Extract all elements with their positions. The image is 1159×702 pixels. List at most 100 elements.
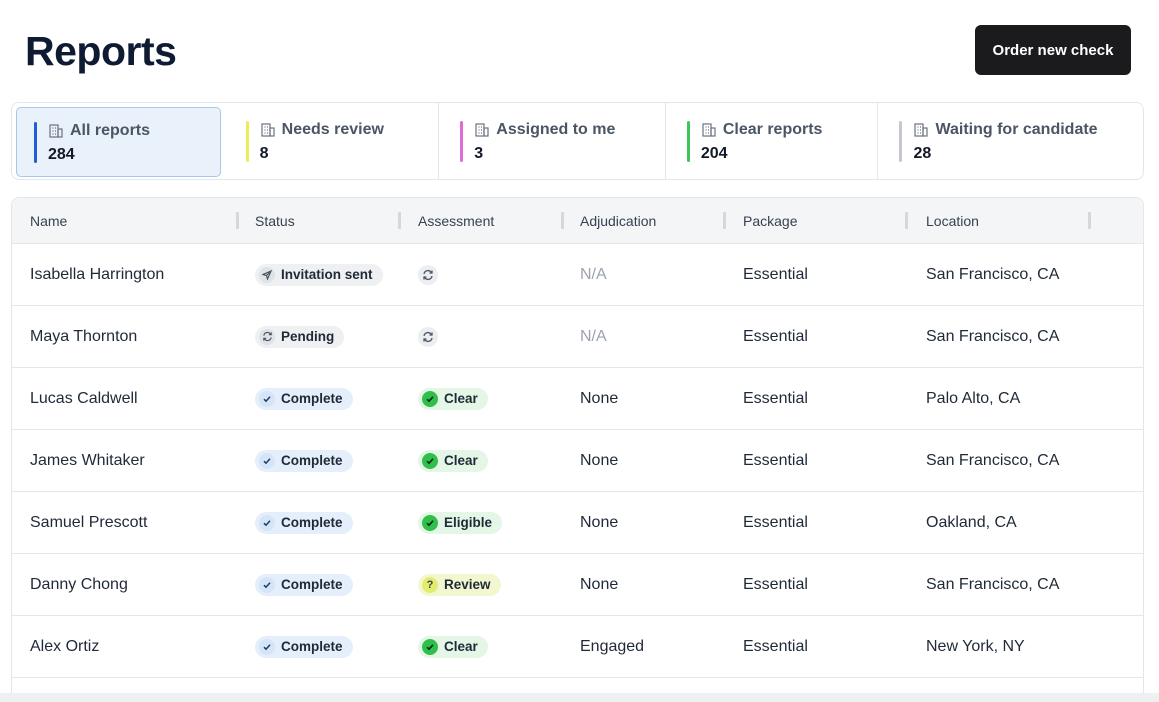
table-row[interactable]: Alex Ortiz Complete Clear Engaged Essent… — [12, 616, 1143, 678]
column-header-name[interactable]: Name — [30, 213, 68, 229]
building-icon — [475, 123, 489, 137]
status-text: Complete — [281, 453, 343, 468]
status-text: Complete — [281, 391, 343, 406]
check-icon — [259, 576, 275, 593]
cell-location: San Francisco, CA — [926, 327, 1060, 345]
cell-adjudication: N/A — [580, 327, 607, 345]
building-icon — [261, 123, 275, 137]
status-badge: Complete — [255, 573, 353, 596]
assessment-text: Review — [444, 577, 491, 592]
cell-package: Essential — [743, 327, 808, 345]
assessment-badge: Eligible — [418, 511, 503, 534]
cell-assessment — [418, 244, 438, 305]
cell-status: Complete — [255, 492, 353, 553]
column-resize-handle[interactable] — [561, 212, 564, 229]
cell-location: San Francisco, CA — [926, 575, 1060, 593]
column-header-status[interactable]: Status — [255, 213, 295, 229]
cell-status: Complete — [255, 554, 353, 615]
status-text: Pending — [281, 329, 335, 344]
assessment-badge: Clear — [418, 387, 488, 410]
cell-package: Essential — [743, 265, 808, 283]
cell-location: Palo Alto, CA — [926, 389, 1021, 407]
sync-icon — [418, 326, 438, 347]
cell-adjudication: N/A — [580, 265, 607, 283]
column-resize-handle[interactable] — [398, 212, 401, 229]
table-row[interactable]: Maya Thornton Pending N/A Essential San … — [12, 306, 1143, 368]
status-badge: Complete — [255, 511, 353, 534]
tab-label: Assigned to me — [496, 121, 616, 138]
status-text: Complete — [281, 515, 343, 530]
table-row[interactable]: Danny Chong Complete ? Review None Essen… — [12, 554, 1143, 616]
column-resize-handle[interactable] — [905, 212, 908, 229]
question-icon: ? — [422, 576, 438, 593]
column-header-assessment[interactable]: Assessment — [418, 213, 495, 229]
assessment-badge: Clear — [418, 635, 488, 658]
cell-name: Maya Thornton — [30, 327, 138, 345]
tab-count: 284 — [48, 146, 75, 163]
cell-name: Isabella Harrington — [30, 265, 165, 283]
building-icon — [49, 124, 63, 138]
tab-all-reports[interactable]: All reports 284 — [16, 107, 221, 177]
tab-color-bar — [245, 121, 249, 162]
cell-package: Essential — [743, 451, 808, 469]
bottom-edge — [0, 693, 1159, 702]
column-resize-handle[interactable] — [723, 212, 726, 229]
check-icon — [259, 452, 275, 469]
tab-label: Clear reports — [722, 121, 823, 138]
cell-name: Danny Chong — [30, 575, 128, 593]
cell-status: Complete — [255, 430, 353, 491]
table-row[interactable]: Isabella Harrington Invitation sent N/A … — [12, 244, 1143, 306]
column-header-package[interactable]: Package — [743, 213, 798, 229]
cell-name: Lucas Caldwell — [30, 389, 138, 407]
assessment-text: Clear — [444, 391, 478, 406]
cell-status: Complete — [255, 616, 353, 677]
cell-location: New York, NY — [926, 637, 1025, 655]
status-badge: Complete — [255, 387, 353, 410]
tab-waiting-for-candidate[interactable]: Waiting for candidate 28 — [878, 103, 1143, 179]
check-circle-icon — [422, 638, 438, 655]
assessment-badge: Clear — [418, 449, 488, 472]
status-text: Complete — [281, 577, 343, 592]
cell-adjudication: None — [580, 575, 619, 593]
cell-name: Samuel Prescott — [30, 513, 148, 531]
cell-assessment: Clear — [418, 616, 488, 677]
cell-adjudication: None — [580, 389, 619, 407]
assessment-badge: ? Review — [418, 573, 501, 596]
check-icon — [259, 390, 275, 407]
cell-name: Alex Ortiz — [30, 637, 100, 655]
cell-name: James Whitaker — [30, 451, 145, 469]
cell-adjudication: Engaged — [580, 637, 645, 655]
cell-status: Invitation sent — [255, 244, 383, 305]
tab-color-bar — [34, 122, 37, 163]
check-icon — [259, 514, 275, 531]
column-resize-handle[interactable] — [236, 212, 239, 229]
assessment-text: Clear — [444, 639, 478, 654]
table-row[interactable]: James Whitaker Complete Clear None Essen… — [12, 430, 1143, 492]
column-header-adjudication[interactable]: Adjudication — [580, 213, 657, 229]
cell-package: Essential — [743, 575, 808, 593]
sync-icon — [418, 264, 438, 285]
cell-package: Essential — [743, 389, 808, 407]
reports-table: Name Status Assessment Adjudication Pack… — [11, 197, 1144, 702]
tab-color-bar — [460, 121, 464, 162]
tab-count: 8 — [259, 145, 269, 162]
check-circle-icon — [422, 452, 438, 469]
tab-assigned-to-me[interactable]: Assigned to me 3 — [439, 103, 666, 179]
status-text: Complete — [281, 639, 343, 654]
tab-count: 3 — [474, 145, 484, 162]
status-badge: Complete — [255, 635, 353, 658]
column-header-location[interactable]: Location — [926, 213, 979, 229]
tab-color-bar — [899, 121, 903, 162]
column-resize-handle[interactable] — [1088, 212, 1091, 229]
report-filter-tabs: All reports 284 Needs review 8 Assigned … — [11, 102, 1144, 180]
tab-clear-reports[interactable]: Clear reports 204 — [666, 103, 879, 179]
tab-count: 204 — [700, 145, 728, 162]
building-icon — [702, 123, 716, 137]
table-row[interactable]: Samuel Prescott Complete Eligible None E… — [12, 492, 1143, 554]
assessment-text: Clear — [444, 453, 478, 468]
table-row[interactable]: Lucas Caldwell Complete Clear None Essen… — [12, 368, 1143, 430]
tab-needs-review[interactable]: Needs review 8 — [225, 103, 440, 179]
status-badge: Pending — [255, 325, 345, 348]
cell-assessment: Eligible — [418, 492, 503, 553]
order-new-check-button[interactable]: Order new check — [975, 25, 1131, 75]
